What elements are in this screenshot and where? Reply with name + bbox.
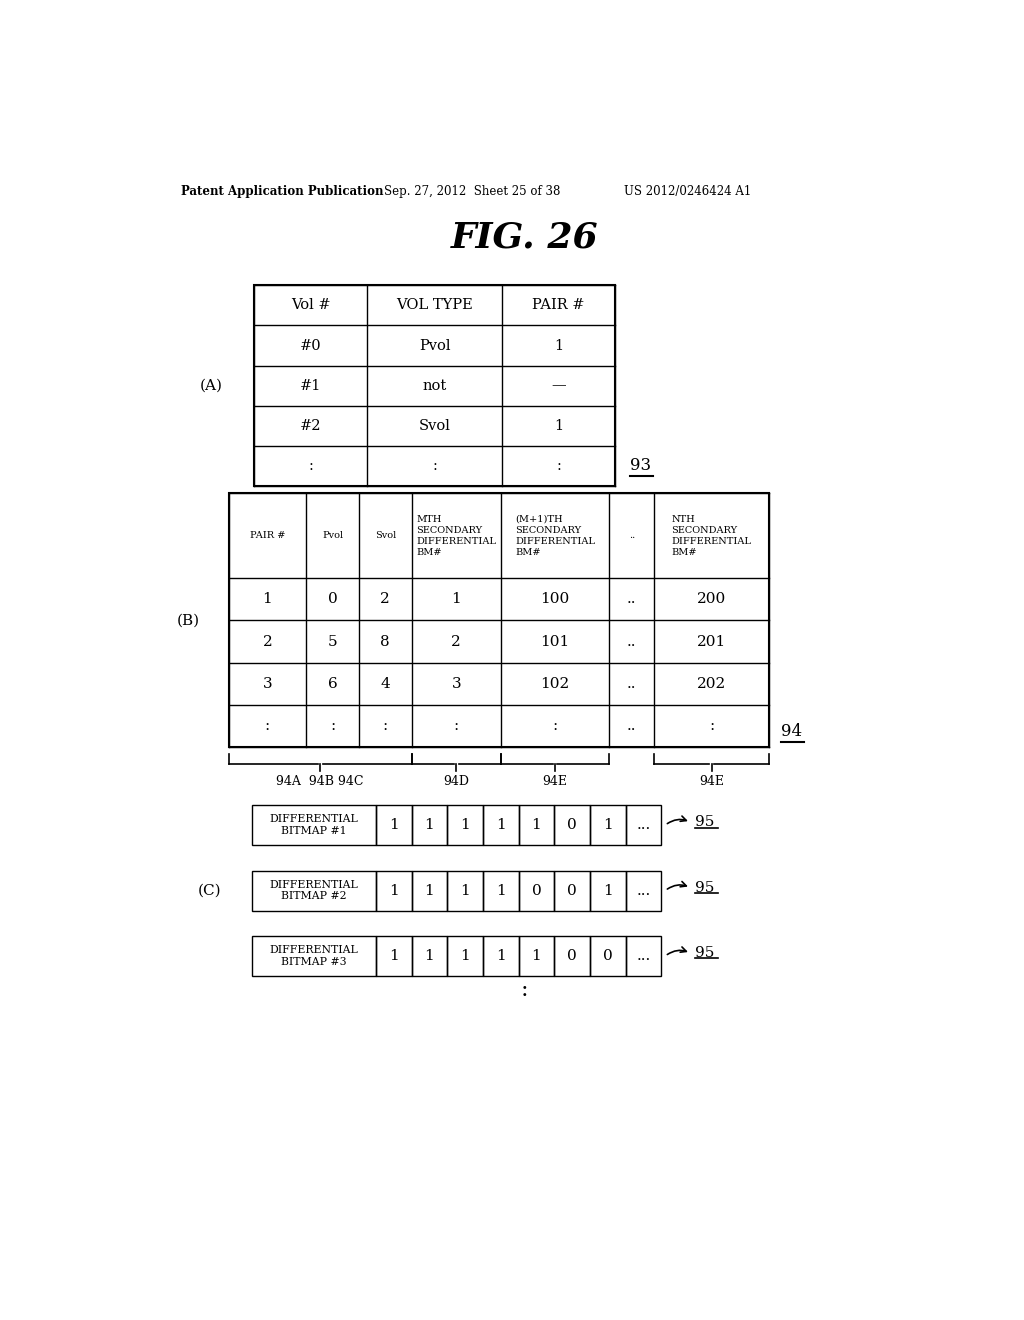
- Text: VOL TYPE: VOL TYPE: [396, 298, 473, 313]
- Text: 95: 95: [694, 880, 714, 895]
- Text: 1: 1: [496, 949, 506, 964]
- Text: ..: ..: [629, 531, 635, 540]
- Text: 1: 1: [603, 883, 612, 898]
- Text: (C): (C): [198, 883, 221, 898]
- Text: 1: 1: [496, 818, 506, 832]
- Text: 1: 1: [452, 593, 461, 606]
- Text: not: not: [422, 379, 446, 392]
- Text: 0: 0: [328, 593, 338, 606]
- Text: MTH
SECONDARY
DIFFERENTIAL
BM#: MTH SECONDARY DIFFERENTIAL BM#: [416, 515, 497, 557]
- Text: 1: 1: [425, 883, 434, 898]
- Text: ...: ...: [636, 883, 650, 898]
- Text: 94A  94B 94C: 94A 94B 94C: [276, 775, 364, 788]
- Text: 3: 3: [452, 677, 461, 690]
- Text: :: :: [330, 719, 335, 734]
- Text: 94E: 94E: [543, 775, 567, 788]
- Text: 5: 5: [328, 635, 338, 648]
- Text: :: :: [265, 719, 270, 734]
- Text: 94: 94: [780, 723, 802, 739]
- Text: 2: 2: [262, 635, 272, 648]
- Text: #0: #0: [300, 338, 322, 352]
- Text: ...: ...: [636, 818, 650, 832]
- Text: PAIR #: PAIR #: [250, 531, 286, 540]
- Text: 1: 1: [554, 338, 563, 352]
- Text: :: :: [552, 719, 558, 734]
- Text: (M+1)TH
SECONDARY
DIFFERENTIAL
BM#: (M+1)TH SECONDARY DIFFERENTIAL BM#: [515, 515, 595, 557]
- Text: 101: 101: [541, 635, 569, 648]
- Text: 94D: 94D: [443, 775, 469, 788]
- Text: PAIR #: PAIR #: [532, 298, 585, 313]
- Text: (B): (B): [177, 614, 200, 627]
- Text: ...: ...: [636, 949, 650, 964]
- Text: :: :: [308, 458, 313, 473]
- Text: 6: 6: [328, 677, 338, 690]
- Text: 1: 1: [262, 593, 272, 606]
- Text: Pvol: Pvol: [419, 338, 451, 352]
- Text: ..: ..: [627, 635, 637, 648]
- Text: Svol: Svol: [375, 531, 396, 540]
- Text: ..: ..: [627, 677, 637, 690]
- Text: 0: 0: [567, 818, 577, 832]
- Text: Pvol: Pvol: [322, 531, 343, 540]
- Text: 0: 0: [531, 883, 542, 898]
- Text: 1: 1: [531, 949, 542, 964]
- Text: 200: 200: [697, 593, 726, 606]
- Text: 4: 4: [381, 677, 390, 690]
- Text: 2: 2: [381, 593, 390, 606]
- Text: 1: 1: [460, 883, 470, 898]
- Text: :: :: [521, 979, 528, 1001]
- Text: :: :: [383, 719, 388, 734]
- Text: 1: 1: [389, 883, 398, 898]
- Text: 94E: 94E: [699, 775, 724, 788]
- Text: 1: 1: [389, 818, 398, 832]
- Text: DIFFERENTIAL
BITMAP #3: DIFFERENTIAL BITMAP #3: [269, 945, 358, 968]
- Text: Vol #: Vol #: [291, 298, 331, 313]
- Text: 93: 93: [630, 457, 651, 474]
- Text: DIFFERENTIAL
BITMAP #1: DIFFERENTIAL BITMAP #1: [269, 814, 358, 836]
- Text: NTH
SECONDARY
DIFFERENTIAL
BM#: NTH SECONDARY DIFFERENTIAL BM#: [672, 515, 752, 557]
- Text: :: :: [709, 719, 714, 734]
- Text: 2: 2: [452, 635, 461, 648]
- Text: —: —: [551, 379, 566, 392]
- Text: US 2012/0246424 A1: US 2012/0246424 A1: [624, 185, 752, 198]
- Text: #2: #2: [300, 418, 322, 433]
- Text: 0: 0: [567, 883, 577, 898]
- Text: FIG. 26: FIG. 26: [451, 220, 599, 253]
- Text: 3: 3: [263, 677, 272, 690]
- Text: ..: ..: [627, 593, 637, 606]
- Text: ..: ..: [627, 719, 637, 734]
- Text: Svol: Svol: [419, 418, 451, 433]
- Text: 202: 202: [697, 677, 726, 690]
- Text: 1: 1: [603, 818, 612, 832]
- Text: Sep. 27, 2012  Sheet 25 of 38: Sep. 27, 2012 Sheet 25 of 38: [384, 185, 560, 198]
- Text: 1: 1: [460, 949, 470, 964]
- Text: 102: 102: [541, 677, 569, 690]
- Text: 95: 95: [694, 946, 714, 960]
- Text: 95: 95: [694, 816, 714, 829]
- Text: 1: 1: [554, 418, 563, 433]
- Text: DIFFERENTIAL
BITMAP #2: DIFFERENTIAL BITMAP #2: [269, 880, 358, 902]
- Text: (A): (A): [201, 379, 223, 392]
- Text: 1: 1: [460, 818, 470, 832]
- Text: #1: #1: [300, 379, 322, 392]
- Text: 0: 0: [567, 949, 577, 964]
- Text: Patent Application Publication: Patent Application Publication: [180, 185, 383, 198]
- Text: 0: 0: [603, 949, 612, 964]
- Text: 1: 1: [389, 949, 398, 964]
- Text: 201: 201: [697, 635, 726, 648]
- Text: 1: 1: [531, 818, 542, 832]
- Text: :: :: [432, 458, 437, 473]
- Text: 8: 8: [381, 635, 390, 648]
- Text: 1: 1: [425, 818, 434, 832]
- Text: 1: 1: [425, 949, 434, 964]
- Text: :: :: [454, 719, 459, 734]
- Text: 1: 1: [496, 883, 506, 898]
- Text: 100: 100: [541, 593, 569, 606]
- Text: :: :: [556, 458, 561, 473]
